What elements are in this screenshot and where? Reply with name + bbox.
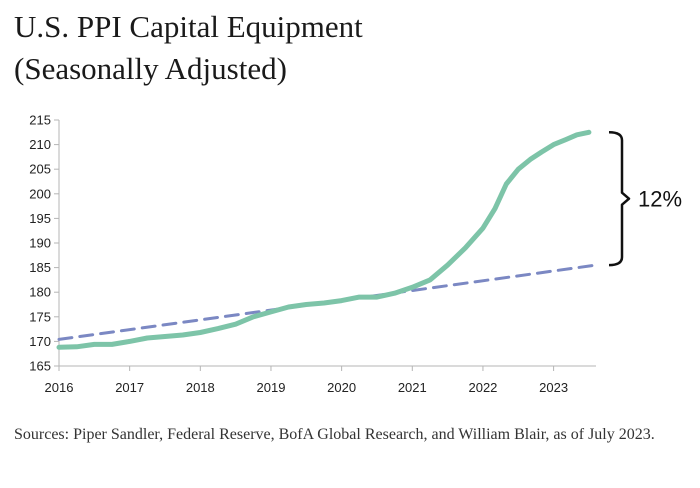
ppi-line (56, 129, 592, 350)
source-note: Sources: Piper Sandler, Federal Reserve,… (14, 426, 655, 443)
y-tick-label: 205 (29, 162, 51, 177)
x-tick-label: 2018 (186, 380, 215, 395)
x-tick-label: 2019 (257, 380, 286, 395)
y-tick-label: 195 (29, 211, 51, 226)
chart-title: U.S. PPI Capital Equipment (Seasonally A… (14, 6, 363, 90)
chart-title-line-2: (Seasonally Adjusted) (14, 51, 287, 86)
x-tick-label: 2022 (468, 380, 497, 395)
y-axis-ticks: 165 170 175 180 185 190 195 200 205 210 215 (29, 113, 59, 374)
chart-series (56, 129, 598, 350)
y-tick-label: 200 (29, 186, 51, 201)
trend-line (57, 263, 598, 341)
x-tick-label: 2016 (45, 380, 74, 395)
x-axis-ticks: 2016 2017 2018 2019 2020 2021 2022 2023 (45, 366, 568, 395)
x-tick-label: 2017 (115, 380, 144, 395)
chart-title-line-1: U.S. PPI Capital Equipment (14, 9, 363, 44)
x-tick-label: 2023 (539, 380, 568, 395)
brace (608, 131, 631, 267)
x-tick-label: 2020 (327, 380, 356, 395)
y-tick-label: 175 (29, 309, 51, 324)
growth-label: 12% (638, 187, 682, 212)
y-tick-label: 185 (29, 260, 51, 275)
y-tick-label: 215 (29, 113, 51, 128)
y-tick-label: 210 (29, 137, 51, 152)
x-tick-label: 2021 (398, 380, 427, 395)
y-tick-label: 190 (29, 236, 51, 251)
y-tick-label: 165 (29, 359, 51, 374)
growth-annotation: 12% (608, 131, 682, 267)
y-tick-label: 170 (29, 334, 51, 349)
y-tick-label: 180 (29, 285, 51, 300)
chart-axes (58, 120, 596, 367)
